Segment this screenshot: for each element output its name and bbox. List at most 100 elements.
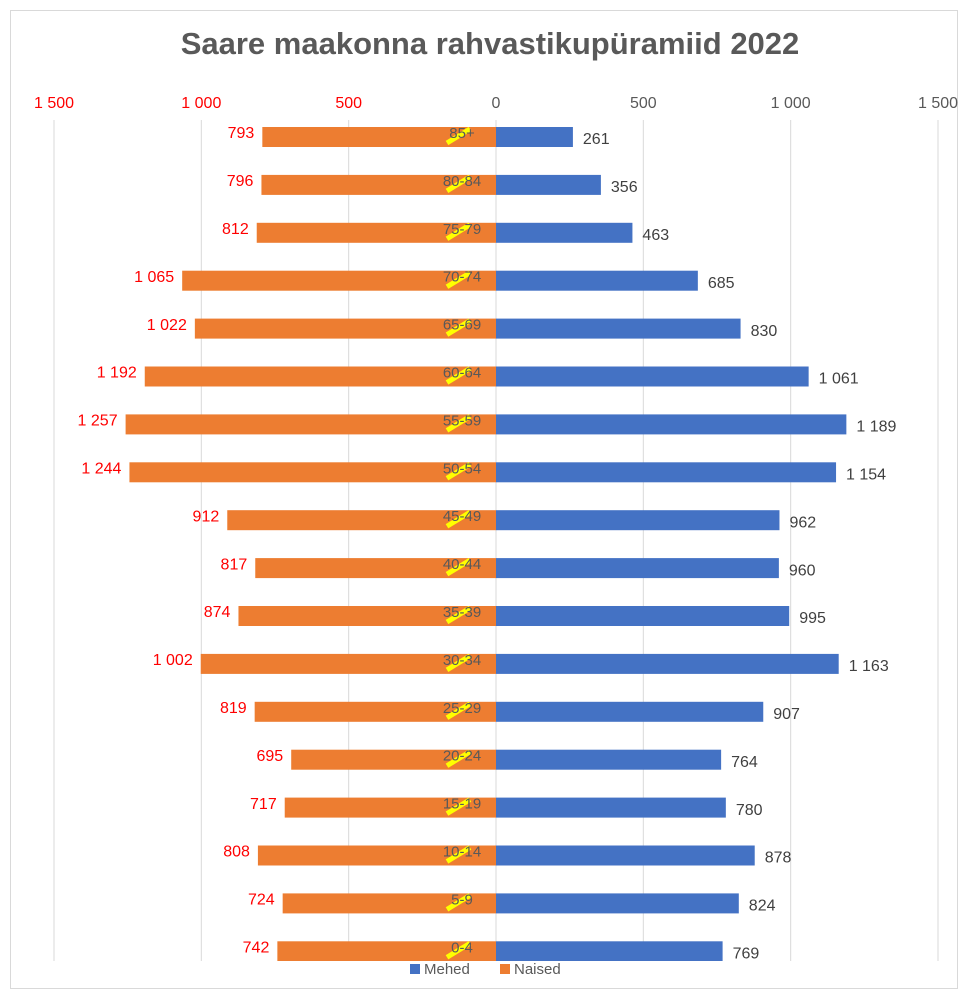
data-label: 685 — [708, 275, 735, 292]
bar — [227, 510, 496, 531]
bar — [496, 127, 573, 147]
chart-border — [10, 10, 958, 989]
bar — [496, 749, 722, 770]
data-label: 1 065 — [134, 269, 174, 286]
data-label: 780 — [736, 802, 763, 819]
x-tick-label: 1 500 — [34, 95, 74, 112]
data-label: 1 257 — [78, 413, 118, 430]
bar — [291, 749, 496, 770]
label-highlight — [445, 941, 472, 960]
bar — [200, 653, 496, 674]
data-label: 817 — [221, 556, 248, 573]
label-highlight — [445, 893, 472, 912]
bar — [277, 941, 496, 961]
bar — [256, 222, 496, 243]
label-highlight — [445, 462, 472, 481]
bar — [496, 797, 726, 818]
data-label: 962 — [789, 514, 816, 531]
bar — [238, 606, 496, 626]
category-label: 10-14 — [443, 843, 481, 860]
category-label: 80-84 — [443, 173, 481, 190]
bar — [496, 558, 779, 579]
data-label: 463 — [642, 227, 669, 244]
data-label: 995 — [799, 610, 826, 627]
label-highlight — [445, 797, 472, 816]
bar — [261, 174, 496, 195]
bar — [496, 510, 780, 531]
data-label: 878 — [765, 850, 792, 867]
label-highlight — [445, 557, 472, 577]
data-label: 769 — [733, 946, 760, 963]
data-label: 812 — [222, 221, 249, 238]
data-label: 960 — [789, 562, 816, 579]
category-label: 20-24 — [443, 748, 481, 765]
label-highlight — [445, 701, 472, 720]
data-label: 907 — [773, 706, 800, 723]
x-tick-label: 1 500 — [918, 95, 958, 112]
legend-label: Naised — [514, 961, 561, 978]
label-highlight — [445, 414, 472, 433]
data-label: 1 002 — [153, 652, 193, 669]
data-label: 793 — [228, 125, 255, 142]
data-label: 796 — [227, 173, 254, 190]
data-label: 912 — [193, 508, 220, 525]
data-label: 1 163 — [849, 658, 889, 675]
category-label: 45-49 — [443, 508, 481, 525]
category-label: 40-44 — [443, 556, 481, 573]
bar — [182, 270, 496, 291]
label-highlight — [445, 366, 472, 385]
category-label: 5-9 — [451, 891, 473, 908]
label-highlight — [445, 605, 472, 625]
data-label: 808 — [223, 844, 250, 861]
category-label: 25-29 — [443, 700, 481, 717]
category-label: 35-39 — [443, 604, 481, 621]
label-highlight — [445, 510, 472, 529]
bar — [255, 558, 496, 579]
category-label: 65-69 — [443, 317, 481, 334]
data-label: 830 — [751, 323, 778, 340]
legend-swatch — [410, 964, 420, 974]
data-label: 261 — [583, 131, 610, 148]
bar — [496, 318, 741, 339]
category-label: 15-19 — [443, 796, 481, 813]
data-label: 1 061 — [819, 371, 859, 388]
bar — [496, 462, 837, 483]
category-label: 0-4 — [451, 939, 473, 956]
bar — [284, 797, 496, 818]
bar — [496, 845, 755, 866]
bar — [496, 174, 601, 195]
bar — [282, 893, 496, 914]
data-label: 1 154 — [846, 467, 886, 484]
bar — [257, 845, 496, 866]
data-label: 356 — [611, 179, 638, 196]
x-tick-label: 500 — [630, 95, 657, 112]
label-highlight — [445, 653, 472, 673]
bar — [125, 414, 496, 435]
x-tick-label: 1 000 — [771, 95, 811, 112]
label-highlight — [445, 222, 472, 241]
bar — [496, 222, 633, 243]
data-label: 874 — [204, 604, 231, 621]
category-label: 75-79 — [443, 221, 481, 238]
data-label: 1 189 — [856, 419, 896, 436]
data-label: 1 244 — [81, 461, 121, 478]
bar — [254, 701, 496, 722]
x-tick-label: 500 — [335, 95, 362, 112]
bar — [144, 366, 497, 387]
category-label: 55-59 — [443, 412, 481, 429]
bar — [262, 127, 496, 147]
bar — [496, 606, 790, 626]
bar — [194, 318, 497, 339]
data-label: 764 — [731, 754, 758, 771]
bar — [496, 701, 764, 722]
category-label: 85+ — [449, 125, 475, 142]
data-label: 1 192 — [97, 365, 137, 382]
legend-label: Mehed — [424, 961, 470, 978]
data-label: 1 022 — [147, 317, 187, 334]
bar — [496, 366, 809, 387]
data-label: 695 — [257, 748, 284, 765]
data-label: 824 — [749, 898, 776, 915]
label-highlight — [445, 845, 472, 864]
data-label: 742 — [243, 940, 270, 957]
